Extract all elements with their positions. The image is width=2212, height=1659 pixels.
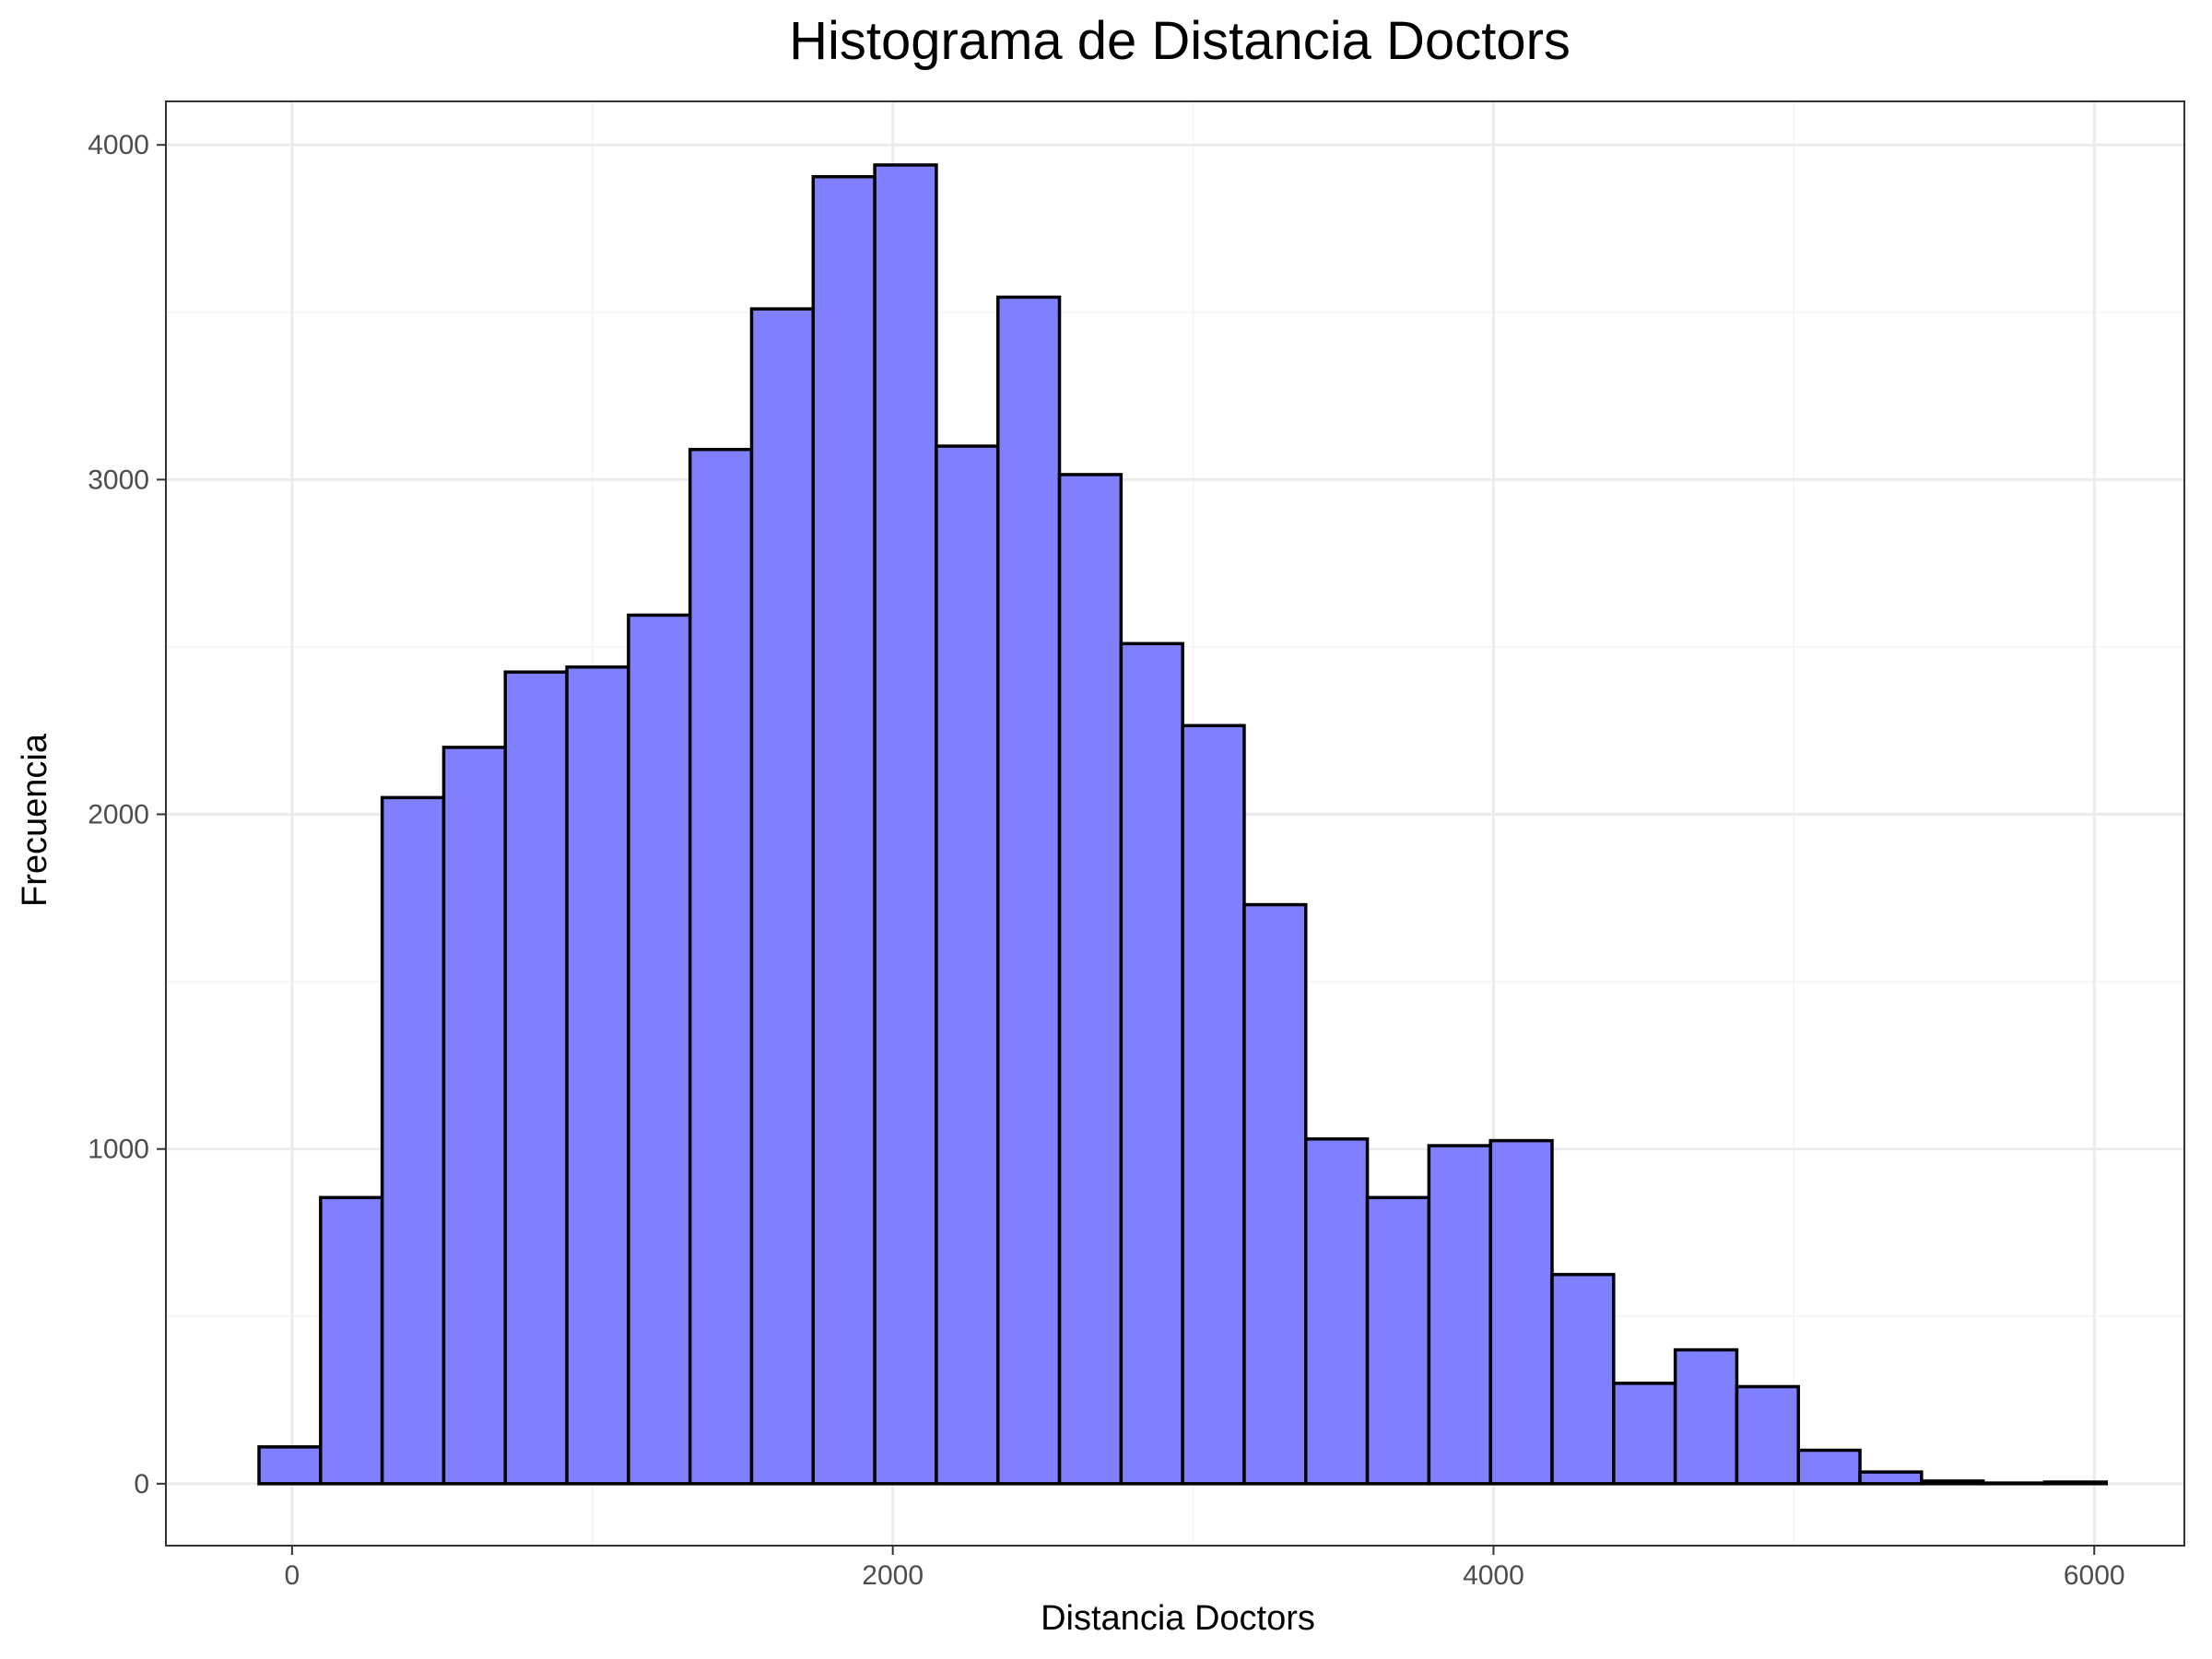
- histogram-bar: [627, 613, 692, 1486]
- histogram-bar: [749, 307, 816, 1486]
- y-tick-label: 2000: [88, 800, 149, 830]
- histogram-bar: [2042, 1480, 2109, 1486]
- histogram-bars: [257, 163, 2109, 1486]
- histogram-bar: [1427, 1144, 1492, 1486]
- plot-panel: [165, 100, 2185, 1547]
- y-tick-label: 3000: [88, 465, 149, 495]
- histogram-bar: [1119, 641, 1184, 1486]
- histogram-bar: [1304, 1137, 1370, 1486]
- histogram-bar: [1920, 1479, 1985, 1486]
- y-axis-title: Frecuencia: [16, 733, 54, 907]
- histogram-bar: [565, 665, 630, 1486]
- panel-border: [165, 100, 2185, 1547]
- x-tick-label: 6000: [2064, 1560, 2125, 1591]
- histogram-bar: [873, 163, 938, 1486]
- y-tick-label: 4000: [88, 130, 149, 160]
- histogram-bar: [319, 1195, 384, 1486]
- histogram-bar: [1858, 1470, 1924, 1486]
- x-axis: 0 2000 4000 6000: [285, 1546, 2125, 1591]
- x-tick-label: 2000: [862, 1560, 924, 1591]
- histogram-bar: [1365, 1195, 1431, 1486]
- histogram-bar: [995, 295, 1062, 1486]
- histogram-bar: [811, 174, 877, 1486]
- histogram-bar: [441, 746, 508, 1486]
- histogram-bar: [1181, 724, 1246, 1486]
- histogram-bar: [257, 1445, 323, 1486]
- histogram-bar: [1612, 1382, 1677, 1486]
- histogram-bar: [380, 795, 446, 1486]
- histogram-bar: [688, 447, 754, 1486]
- y-tick-label: 1000: [88, 1135, 149, 1165]
- x-axis-title: Distancia Doctors: [1041, 1599, 1315, 1638]
- chart-title: Histograma de Distancia Doctors: [789, 11, 1571, 71]
- histogram-bar: [1981, 1481, 2047, 1486]
- histogram-bar: [503, 670, 569, 1486]
- x-tick-label: 4000: [1463, 1560, 1524, 1591]
- histogram-bar: [1673, 1347, 1739, 1486]
- histogram-bar: [1735, 1384, 1800, 1486]
- y-axis: 0 1000 2000 3000 4000: [88, 130, 166, 1500]
- y-tick-label: 0: [134, 1469, 149, 1500]
- histogram-bar: [1550, 1273, 1616, 1486]
- histogram-bar: [1242, 902, 1308, 1486]
- x-tick-label: 0: [285, 1560, 300, 1591]
- histogram-bar: [1488, 1138, 1554, 1486]
- histogram-bar: [1796, 1448, 1862, 1486]
- histogram-bar: [1057, 473, 1124, 1486]
- histogram-bar: [935, 444, 1000, 1486]
